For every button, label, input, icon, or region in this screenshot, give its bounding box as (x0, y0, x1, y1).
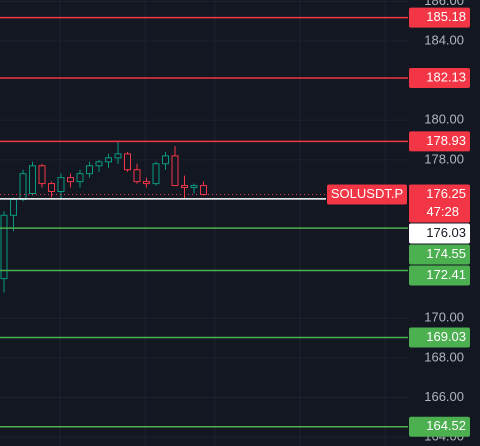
price-label: 185.18 (426, 9, 466, 24)
price-label-box (409, 265, 470, 286)
candle-body (114, 153, 122, 159)
price-label-box (409, 327, 470, 348)
y-tick-label: 180.00 (424, 112, 464, 127)
price-label-box (409, 244, 470, 265)
candle-body (67, 177, 74, 183)
y-tick-label: 168.00 (424, 349, 464, 364)
price-label-box (409, 416, 470, 437)
candle-body (48, 183, 55, 193)
candle-body (105, 157, 112, 163)
price-label: 176.25 (426, 186, 466, 201)
price-label-box (409, 223, 470, 244)
candle-body (95, 161, 103, 167)
price-label: 164.52 (426, 418, 466, 433)
y-tick-label: 186.00 (424, 0, 464, 8)
y-tick-label: 184.00 (424, 32, 464, 47)
price-label: 174.55 (426, 246, 466, 261)
price-label-box (409, 184, 470, 223)
price-label: 172.41 (426, 267, 466, 282)
symbol-label: SOLUSDT.P (331, 186, 403, 201)
candle-body (19, 173, 27, 200)
price-label-box (409, 7, 470, 28)
price-label: 182.13 (426, 69, 466, 84)
candle-body (181, 185, 188, 189)
candle-body (162, 155, 169, 165)
price-label: 176.03 (426, 225, 466, 240)
price-label-box (409, 131, 470, 152)
candle-body (10, 198, 17, 216)
countdown: 47:28 (426, 204, 459, 219)
candle-body (29, 165, 36, 194)
candle-body (86, 165, 93, 175)
candle-body (143, 181, 150, 185)
symbol-box (327, 184, 407, 205)
candle-body (152, 163, 160, 185)
price-label: 169.03 (426, 329, 466, 344)
candle-body (171, 155, 179, 187)
candle-body (133, 169, 141, 183)
y-tick-label: 170.00 (424, 310, 464, 325)
y-tick-label: 166.00 (424, 389, 464, 404)
candle-body (38, 165, 46, 185)
candle-body (124, 153, 131, 171)
candle-body (190, 185, 198, 189)
price-label: 178.93 (426, 133, 466, 148)
candle-body (200, 185, 207, 195)
y-tick-label: 178.00 (424, 151, 464, 166)
price-label-box (409, 68, 470, 89)
candle-body (57, 177, 65, 193)
candle-body (76, 173, 84, 183)
candle-body (0, 214, 8, 280)
